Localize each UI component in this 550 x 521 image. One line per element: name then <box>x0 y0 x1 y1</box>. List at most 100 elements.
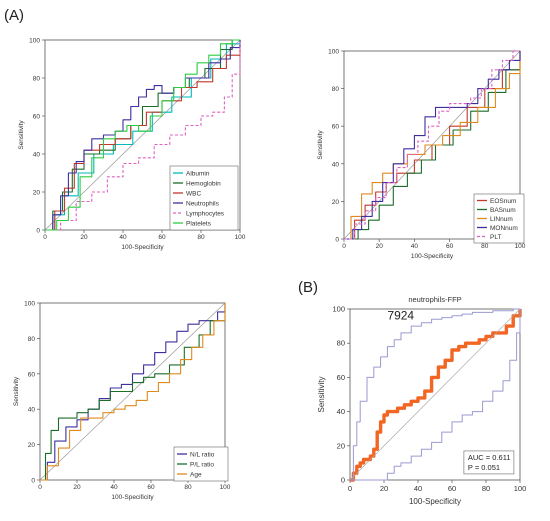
x-tick-label: 60 <box>446 243 454 250</box>
legend-label: Lymphocytes <box>186 210 225 217</box>
chart-c2: 00 20 20 40 40 60 60 80 80 100 100 100-Specificity S… <box>317 49 526 261</box>
legend-label: Hemoglobin <box>186 180 221 187</box>
x-tick-label: 40 <box>414 484 422 493</box>
series-line-lymphocytes <box>45 40 241 231</box>
series-line-n-l-ratio <box>40 303 226 481</box>
panel-label-b: (B) <box>298 279 318 296</box>
series-line-neutrophils <box>45 40 241 231</box>
y-tick-label: 20 <box>28 442 36 449</box>
y-tick-label: 20 <box>337 441 345 450</box>
x-tick-label: 20 <box>376 243 384 250</box>
y-tick-label: 100 <box>29 38 40 45</box>
plot-frame <box>349 308 521 481</box>
y-tick-label: 60 <box>337 373 345 382</box>
y-tick-label: 100 <box>24 301 35 308</box>
x-tick-label: 100 <box>514 484 527 493</box>
y-axis-title: Sensitivity <box>317 376 326 412</box>
plot-frame <box>44 39 241 231</box>
x-tick-label: 20 <box>380 484 388 493</box>
x-tick-label: 40 <box>411 243 419 250</box>
legend-label: Albumin <box>186 170 210 177</box>
x-tick-label: 0 <box>43 234 47 241</box>
x-tick-label: 100 <box>515 243 526 250</box>
chart-c4: 00 20 20 40 40 60 60 80 80 100 100 100-Specificity S… <box>317 295 526 506</box>
x-tick-label: 60 <box>448 484 456 493</box>
legend-box <box>169 165 239 231</box>
x-tick-label: 20 <box>73 484 81 491</box>
y-tick-label: 0 <box>335 237 339 244</box>
legend: N/L ratio P/L ratio Age <box>173 446 229 482</box>
reference-diagonal <box>44 39 241 231</box>
x-axis-title: 100-Specificity <box>121 244 164 251</box>
charts-group: 002020404060608080100100100-SpecificityS… <box>13 38 526 507</box>
legend-label: EOSnum <box>490 198 516 205</box>
legend-label: PLT <box>490 234 501 241</box>
y-axis-title: Sensitivity <box>18 120 25 150</box>
y-tick-label: 40 <box>28 407 36 414</box>
y-tick-label: 60 <box>332 124 340 131</box>
y-tick-label: 40 <box>337 407 345 416</box>
y-axis-title: Sensitivity <box>13 376 20 406</box>
legend-label: Age <box>190 471 202 478</box>
legend-label: Neutrophils <box>186 200 220 207</box>
x-tick-label: 40 <box>119 234 127 241</box>
x-tick-label: 100 <box>235 234 246 241</box>
y-tick-label: 80 <box>33 76 41 83</box>
chart-c1: 00 20 20 40 40 60 60 80 80 100 100 100-Specificity S… <box>18 38 246 252</box>
y-tick-label: 20 <box>33 190 41 197</box>
x-axis-title: 100-Specificity <box>111 494 154 501</box>
x-tick-label: 80 <box>184 484 192 491</box>
legend-label: WBC <box>186 190 201 197</box>
series-line-age <box>40 303 226 481</box>
legend-label: N/L ratio <box>190 451 215 458</box>
p-value-text: P = 0.051 <box>468 463 500 472</box>
x-tick-label: 40 <box>110 484 118 491</box>
legend-label: MONnum <box>490 225 518 232</box>
legend-label: LINnum <box>490 216 513 223</box>
stats-box <box>463 450 515 475</box>
y-tick-label: 0 <box>341 476 345 485</box>
y-tick-label: 100 <box>328 49 339 56</box>
y-tick-label: 40 <box>33 152 41 159</box>
series-line-lower-ci <box>350 309 521 481</box>
curve-annotation: 7924 <box>387 308 414 322</box>
plot-frame <box>39 302 226 481</box>
y-tick-label: 100 <box>332 305 345 314</box>
x-tick-label: 20 <box>80 234 88 241</box>
series-line-plt <box>344 50 520 240</box>
chart-c3: 00 20 20 40 40 60 60 80 80 100 100 100-Specificity S… <box>13 301 231 502</box>
y-tick-label: 0 <box>36 228 40 235</box>
y-tick-label: 80 <box>332 86 340 93</box>
y-tick-label: 80 <box>337 339 345 348</box>
y-tick-label: 0 <box>31 478 35 485</box>
y-tick-label: 80 <box>28 336 36 343</box>
x-axis-title: 100-Specificity <box>409 497 461 506</box>
series-line-upper-ci <box>350 308 520 481</box>
x-tick-label: 0 <box>342 243 346 250</box>
legend-label: Platelets <box>186 220 212 227</box>
chart-title: neutrophils-FFP <box>408 295 461 304</box>
series-line-linnum <box>344 51 521 240</box>
y-axis-title: Sensitivity <box>317 130 324 160</box>
x-tick-label: 100 <box>220 484 231 491</box>
x-axis-title: 100-Specificity <box>411 253 454 260</box>
x-tick-label: 80 <box>197 234 205 241</box>
x-tick-label: 80 <box>481 243 489 250</box>
panel-label-a: (A) <box>4 7 24 24</box>
x-tick-label: 0 <box>348 484 352 493</box>
series-line-platelets <box>45 39 240 231</box>
x-tick-label: 60 <box>147 484 155 491</box>
series-line-reference <box>349 308 521 481</box>
x-tick-label: 60 <box>158 234 166 241</box>
legend-label: P/L ratio <box>190 461 214 468</box>
series-line-basnum <box>344 51 521 240</box>
plot-frame <box>343 50 521 240</box>
legend: EOSnum BASnum LINnum MONnum PLT <box>473 193 525 244</box>
legend: Albumin Hemoglobin WBC Neutrophils Lymphocyt… <box>169 165 239 231</box>
auc-text: AUC = 0.611 <box>468 453 511 462</box>
x-tick-label: 0 <box>38 484 42 491</box>
y-tick-label: 60 <box>28 371 36 378</box>
series-line-monnum <box>344 51 521 240</box>
legend-label: BASnum <box>490 207 516 214</box>
